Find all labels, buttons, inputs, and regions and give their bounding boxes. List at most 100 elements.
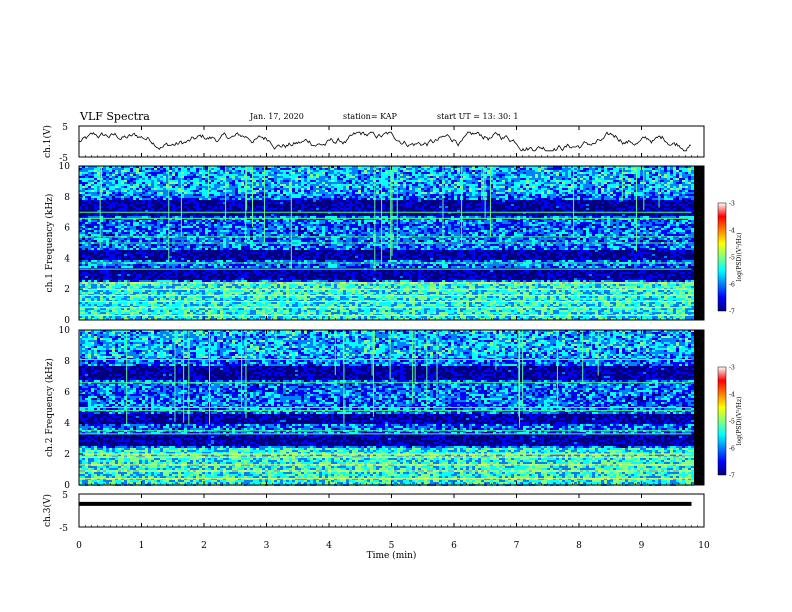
spectrogram-cell: [433, 192, 436, 194]
spectrogram-cell: [583, 188, 586, 190]
spectrogram-cell: [109, 210, 112, 212]
spectrogram-cell: [310, 194, 313, 196]
spectrogram-cell: [142, 176, 145, 178]
spectrogram-cell: [319, 186, 322, 188]
spectrogram-cell: [418, 206, 421, 208]
spectrogram-cell: [325, 196, 328, 198]
spectrogram-cell: [145, 194, 148, 196]
spectrogram-cell: [280, 186, 283, 188]
spectrogram-cell: [637, 174, 640, 176]
spectrogram-cell: [655, 210, 658, 212]
spectrogram-cell: [160, 182, 163, 184]
spectrogram-cell: [583, 182, 586, 184]
spectrogram-cell: [508, 210, 511, 212]
spectrogram-cell: [337, 184, 340, 186]
spectrogram-cell: [193, 212, 196, 214]
spectrogram-cell: [553, 212, 556, 214]
spectrogram-cell: [130, 192, 133, 194]
spectrogram-cell: [541, 198, 544, 200]
spectrogram-cell: [604, 178, 607, 180]
spectrogram-cell: [415, 168, 418, 170]
spectrogram-cell: [172, 188, 175, 190]
spectrogram-cell: [667, 190, 670, 192]
spectrogram-cell: [331, 202, 334, 204]
spectrogram-cell: [325, 186, 328, 188]
spectrogram-cell: [688, 192, 691, 194]
spectrogram-cell: [154, 178, 157, 180]
spectrogram-cell: [154, 212, 157, 214]
spectrogram-cell: [622, 192, 625, 194]
spectrogram-cell: [301, 198, 304, 200]
spectrogram-cell: [238, 188, 241, 190]
spectrogram-cell: [193, 206, 196, 208]
spectrogram-cell: [280, 202, 283, 204]
spectrogram-cell: [361, 204, 364, 206]
spectrogram-cell: [334, 170, 337, 172]
spectrogram-cell: [451, 168, 454, 170]
spectrogram-cell: [193, 184, 196, 186]
spectrogram-cell: [637, 212, 640, 214]
spectrogram-cell: [175, 190, 178, 192]
spectrogram-cell: [568, 190, 571, 192]
spectrogram-cell: [316, 196, 319, 198]
spectrogram-cell: [676, 204, 679, 206]
spectrogram-cell: [196, 214, 199, 216]
spectrogram-cell: [466, 170, 469, 172]
spectrogram-cell: [163, 172, 166, 174]
spectrogram-cell: [172, 204, 175, 206]
spectrogram-cell: [109, 168, 112, 170]
spectrogram-cell: [664, 188, 667, 190]
spectrogram-cell: [247, 168, 250, 170]
spectrogram-cell: [415, 202, 418, 204]
spectrogram-cell: [385, 208, 388, 210]
spectrogram-cell: [562, 176, 565, 178]
spectrogram-cell: [637, 178, 640, 180]
spectrogram-cell: [403, 194, 406, 196]
spectrogram-cell: [310, 166, 313, 168]
spectrogram-cell: [454, 200, 457, 202]
spectrogram-cell: [574, 204, 577, 206]
spectrogram-cell: [166, 202, 169, 204]
spectrogram-cell: [325, 202, 328, 204]
spectrogram-cell: [142, 202, 145, 204]
spectrogram-cell: [103, 210, 106, 212]
spectrogram-cell: [163, 170, 166, 172]
spectrogram-cell: [448, 174, 451, 176]
spectrogram-cell: [481, 168, 484, 170]
spectrogram-cell: [94, 206, 97, 208]
spectrogram-cell: [352, 172, 355, 174]
spectrogram-cell: [631, 184, 634, 186]
spectrogram-cell: [418, 190, 421, 192]
spectrogram-cell: [586, 208, 589, 210]
spectrogram-cell: [421, 172, 424, 174]
spectrogram-cell: [139, 208, 142, 210]
spectrogram-cell: [292, 182, 295, 184]
spectrogram-cell: [610, 206, 613, 208]
spectrogram-cell: [310, 198, 313, 200]
spectrogram-cell: [370, 210, 373, 212]
spectrogram-cell: [295, 180, 298, 182]
spectrogram-cell: [598, 180, 601, 182]
spectrogram-cell: [388, 178, 391, 180]
spectrogram-cell: [418, 170, 421, 172]
spectrogram-cell: [277, 210, 280, 212]
spectrogram-cell: [379, 172, 382, 174]
spectrogram-cell: [679, 170, 682, 172]
spectrogram-cell: [499, 196, 502, 198]
spectrogram-cell: [175, 214, 178, 216]
spectrogram-cell: [613, 204, 616, 206]
spectrogram-cell: [544, 196, 547, 198]
spectrogram-cell: [397, 194, 400, 196]
spectrogram-cell: [277, 166, 280, 168]
spectrogram-cell: [232, 180, 235, 182]
spectrogram-cell: [559, 184, 562, 186]
spectrogram-cell: [433, 190, 436, 192]
spectrogram-cell: [331, 192, 334, 194]
spectrogram-cell: [643, 170, 646, 172]
spectrogram-cell: [349, 182, 352, 184]
spectrogram-cell: [136, 184, 139, 186]
spectrogram-cell: [256, 176, 259, 178]
spectrogram-cell: [475, 212, 478, 214]
spectrogram-cell: [616, 210, 619, 212]
spectrogram-cell: [205, 188, 208, 190]
